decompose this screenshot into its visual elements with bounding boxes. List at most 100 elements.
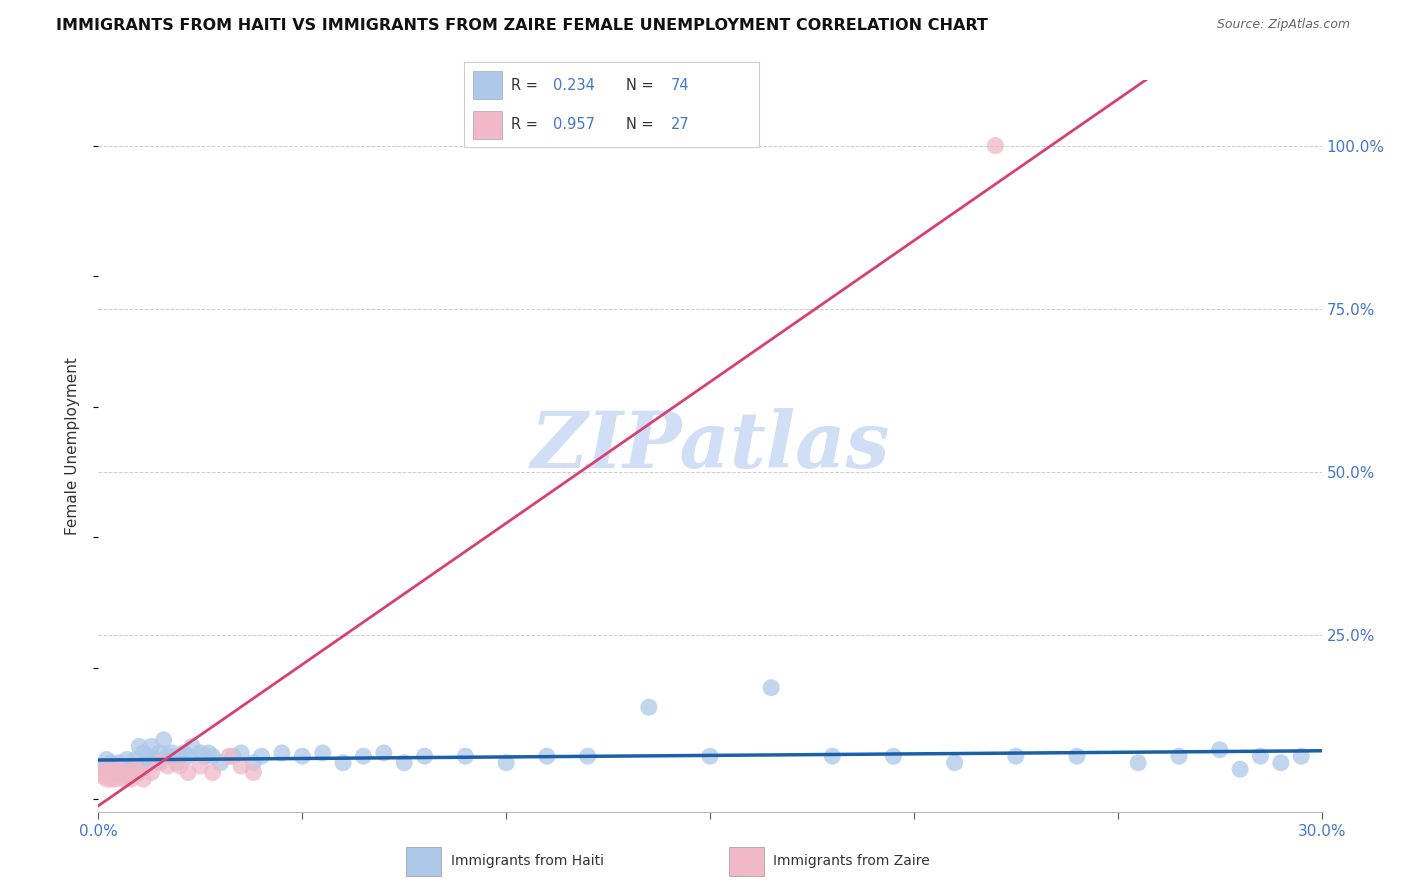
Point xyxy=(181,739,204,754)
Point xyxy=(193,749,215,764)
Point xyxy=(149,756,172,770)
Point xyxy=(145,752,167,766)
Point xyxy=(373,746,395,760)
Point xyxy=(1167,749,1189,764)
Point xyxy=(413,749,436,764)
Point xyxy=(100,759,122,773)
Point xyxy=(152,732,174,747)
Text: 0.234: 0.234 xyxy=(553,78,595,93)
Point xyxy=(108,756,131,770)
Point xyxy=(821,749,844,764)
Point xyxy=(165,756,187,770)
Point xyxy=(91,762,114,776)
Text: 74: 74 xyxy=(671,78,689,93)
Text: N =: N = xyxy=(627,117,658,132)
Point xyxy=(188,759,212,773)
Point xyxy=(201,765,224,780)
Point xyxy=(231,746,253,760)
Point xyxy=(149,756,172,770)
Point xyxy=(104,765,127,780)
Point xyxy=(120,765,142,780)
Point xyxy=(124,759,146,773)
Point xyxy=(141,739,163,754)
Point xyxy=(111,759,134,773)
Text: 27: 27 xyxy=(671,117,689,132)
Text: 0.957: 0.957 xyxy=(553,117,595,132)
Point xyxy=(197,746,219,760)
Point xyxy=(536,749,558,764)
Point xyxy=(218,749,240,764)
Point xyxy=(100,772,122,786)
Point xyxy=(96,765,118,780)
Point xyxy=(231,759,253,773)
Point xyxy=(312,746,335,760)
Point xyxy=(177,765,200,780)
Point xyxy=(100,765,122,780)
Point xyxy=(270,746,294,760)
Point xyxy=(160,746,183,760)
Point xyxy=(108,765,131,780)
Point xyxy=(761,681,783,695)
Point xyxy=(1291,749,1313,764)
Point xyxy=(883,749,905,764)
Point xyxy=(169,759,191,773)
Point xyxy=(576,749,599,764)
Point xyxy=(120,772,142,786)
Point xyxy=(242,765,264,780)
Point xyxy=(141,765,163,780)
Point xyxy=(222,749,245,764)
Point xyxy=(100,765,122,780)
Text: IMMIGRANTS FROM HAITI VS IMMIGRANTS FROM ZAIRE FEMALE UNEMPLOYMENT CORRELATION C: IMMIGRANTS FROM HAITI VS IMMIGRANTS FROM… xyxy=(56,18,988,33)
Text: Immigrants from Zaire: Immigrants from Zaire xyxy=(773,854,929,868)
Point xyxy=(108,759,131,773)
Point xyxy=(104,765,127,780)
Point xyxy=(392,756,416,770)
Point xyxy=(124,752,146,766)
Point xyxy=(201,749,224,764)
FancyBboxPatch shape xyxy=(406,847,441,876)
Point xyxy=(1270,756,1292,770)
Point xyxy=(115,752,138,766)
Point xyxy=(1229,762,1251,776)
Point xyxy=(169,749,191,764)
Point xyxy=(132,746,155,760)
Point xyxy=(124,762,146,776)
Point xyxy=(332,756,354,770)
Point xyxy=(454,749,477,764)
Text: R =: R = xyxy=(512,117,543,132)
Point xyxy=(104,772,127,786)
Point xyxy=(128,765,150,780)
Point xyxy=(115,765,138,780)
Point xyxy=(1249,749,1271,764)
Point xyxy=(173,746,195,760)
Point xyxy=(93,759,115,773)
Point xyxy=(699,749,721,764)
Point xyxy=(128,739,150,754)
Point xyxy=(96,772,118,786)
Point xyxy=(1004,749,1026,764)
Point xyxy=(111,765,134,780)
Point xyxy=(108,762,131,776)
Point xyxy=(984,138,1007,153)
Point xyxy=(120,759,142,773)
Point xyxy=(156,749,179,764)
Point xyxy=(250,749,273,764)
Text: Source: ZipAtlas.com: Source: ZipAtlas.com xyxy=(1216,18,1350,31)
Point xyxy=(1066,749,1088,764)
Point xyxy=(943,756,966,770)
Text: Immigrants from Haiti: Immigrants from Haiti xyxy=(451,854,603,868)
Point xyxy=(495,756,517,770)
Point xyxy=(638,700,661,714)
Point xyxy=(352,749,374,764)
Point xyxy=(188,746,212,760)
Point xyxy=(149,746,172,760)
Point xyxy=(132,756,155,770)
Text: ZIPatlas: ZIPatlas xyxy=(530,408,890,484)
Point xyxy=(156,759,179,773)
Y-axis label: Female Unemployment: Female Unemployment xyxy=(65,357,80,535)
Point xyxy=(177,749,200,764)
Point xyxy=(128,762,150,776)
Text: R =: R = xyxy=(512,78,543,93)
Point xyxy=(242,756,264,770)
Point xyxy=(100,756,122,770)
